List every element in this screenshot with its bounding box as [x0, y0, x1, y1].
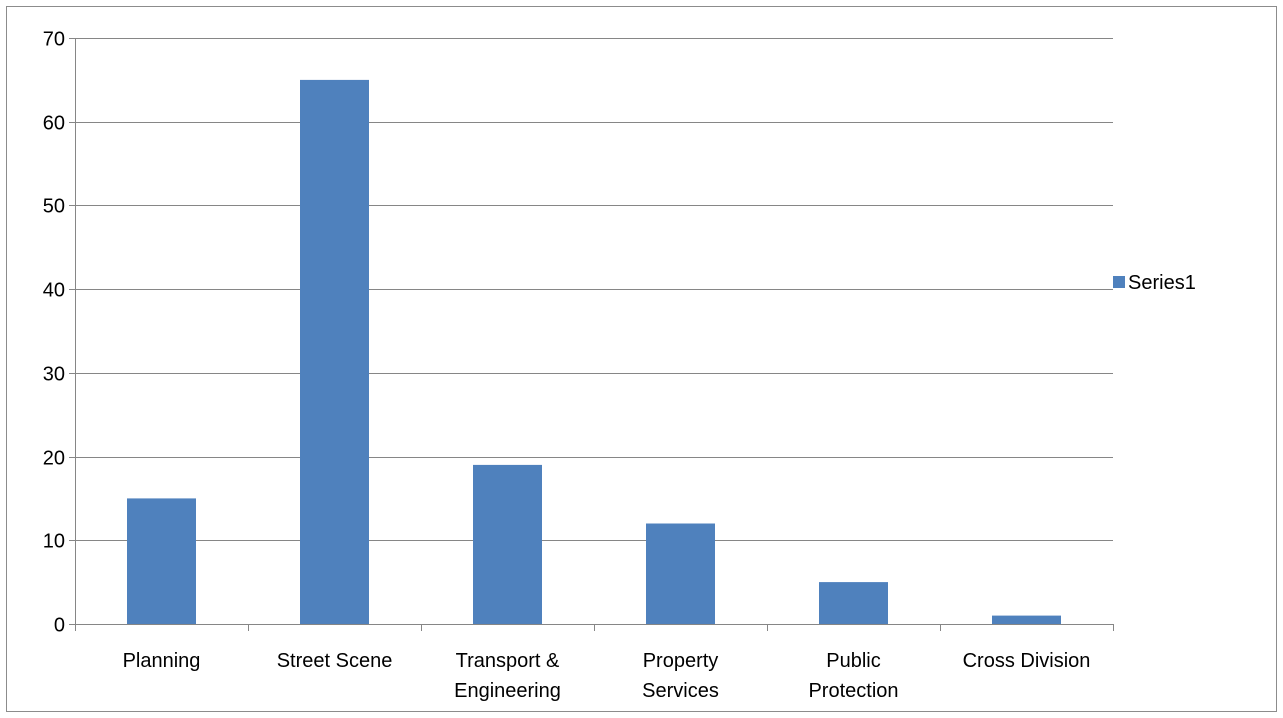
bar [819, 582, 888, 624]
y-tick-label: 0 [54, 615, 65, 637]
x-tick-label: Planning [123, 650, 201, 672]
axes [69, 38, 1114, 631]
bar [646, 523, 715, 624]
y-tick-label: 60 [43, 113, 65, 135]
legend-label-series1: Series1 [1128, 272, 1196, 294]
legend-swatch-series1 [1113, 276, 1125, 288]
x-tick-label: Protection [808, 680, 898, 702]
bars [127, 79, 1061, 624]
x-tick-label: Transport & [456, 650, 560, 672]
x-tick-label: Street Scene [277, 650, 393, 672]
legend: Series1 [1113, 272, 1196, 294]
x-tick-labels: Planning Street Scene Transport & Engineeri… [123, 650, 1091, 702]
y-tick-labels: 0 10 20 30 40 50 60 70 [43, 29, 65, 637]
y-tick-label: 50 [43, 196, 65, 218]
gridlines [75, 38, 1113, 541]
x-tick-label: Cross Division [963, 650, 1091, 672]
x-tick-label: Property [643, 650, 719, 672]
bar-chart: 0 10 20 30 40 50 60 70 Planning Street Scene Tran… [43, 29, 1196, 703]
bar [992, 615, 1061, 624]
x-tick-label: Services [642, 680, 719, 702]
chart-frame: 0 10 20 30 40 50 60 70 Planning Street Scene Tran… [6, 6, 1277, 712]
y-tick-label: 30 [43, 364, 65, 386]
bar [127, 498, 196, 624]
y-tick-label: 10 [43, 531, 65, 553]
y-tick-label: 40 [43, 280, 65, 302]
bar [473, 464, 542, 624]
y-tick-label: 20 [43, 448, 65, 470]
x-tick-label: Public [826, 650, 880, 672]
y-tick-label: 70 [43, 29, 65, 51]
bar [300, 79, 369, 624]
x-tick-label: Engineering [454, 680, 561, 702]
